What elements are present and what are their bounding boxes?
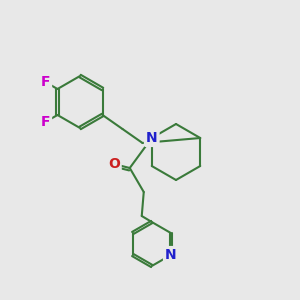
Text: O: O [108,157,120,171]
Text: N: N [165,248,177,262]
Text: F: F [40,115,50,129]
Text: N: N [146,131,158,145]
Text: F: F [40,75,50,89]
